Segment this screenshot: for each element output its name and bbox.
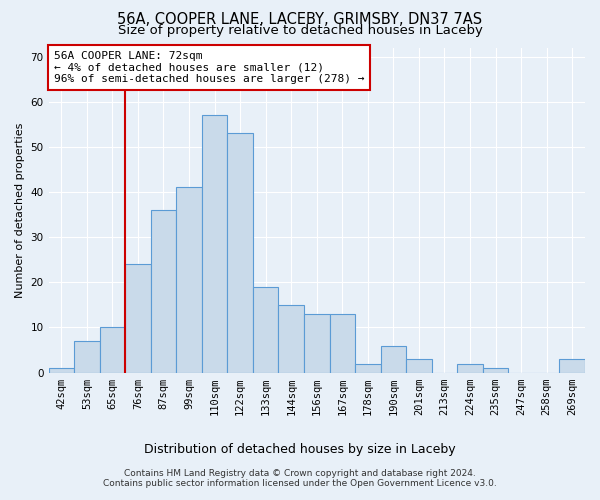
Bar bbox=[100, 328, 125, 372]
Text: Distribution of detached houses by size in Laceby: Distribution of detached houses by size … bbox=[144, 442, 456, 456]
Text: Contains HM Land Registry data © Crown copyright and database right 2024.: Contains HM Land Registry data © Crown c… bbox=[124, 468, 476, 477]
Bar bbox=[380, 346, 406, 372]
Bar bbox=[74, 341, 100, 372]
Text: 56A, COOPER LANE, LACEBY, GRIMSBY, DN37 7AS: 56A, COOPER LANE, LACEBY, GRIMSBY, DN37 … bbox=[118, 12, 482, 28]
Bar bbox=[49, 368, 74, 372]
Bar bbox=[304, 314, 329, 372]
Bar bbox=[202, 115, 227, 372]
Bar bbox=[457, 364, 483, 372]
Text: 56A COOPER LANE: 72sqm
← 4% of detached houses are smaller (12)
96% of semi-deta: 56A COOPER LANE: 72sqm ← 4% of detached … bbox=[54, 51, 364, 84]
Bar bbox=[176, 188, 202, 372]
Text: Contains public sector information licensed under the Open Government Licence v3: Contains public sector information licen… bbox=[103, 478, 497, 488]
Bar bbox=[355, 364, 380, 372]
Bar bbox=[278, 305, 304, 372]
Bar bbox=[559, 359, 585, 372]
Bar bbox=[227, 134, 253, 372]
Bar bbox=[151, 210, 176, 372]
Bar bbox=[329, 314, 355, 372]
Text: Size of property relative to detached houses in Laceby: Size of property relative to detached ho… bbox=[118, 24, 482, 37]
Bar bbox=[125, 264, 151, 372]
Bar bbox=[483, 368, 508, 372]
Bar bbox=[406, 359, 432, 372]
Bar bbox=[253, 287, 278, 372]
Y-axis label: Number of detached properties: Number of detached properties bbox=[15, 122, 25, 298]
